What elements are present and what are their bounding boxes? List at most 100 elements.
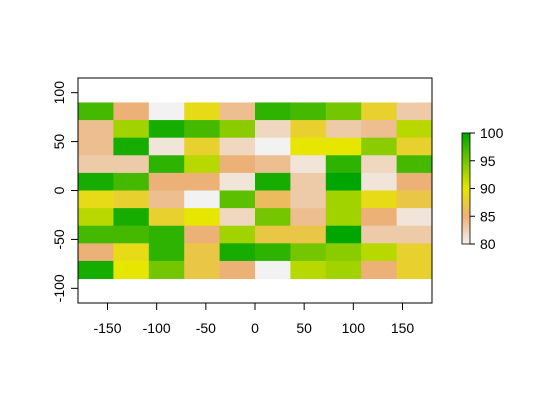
cell (78, 155, 114, 174)
y-tick-label: 0 (51, 186, 67, 194)
legend-tick-label: 90 (480, 181, 496, 197)
x-tick-label: 150 (391, 320, 415, 336)
cell (325, 120, 362, 139)
legend-bar (461, 132, 471, 245)
cell (396, 190, 433, 209)
cell (325, 137, 362, 156)
cell (255, 208, 291, 227)
cell (255, 225, 291, 244)
cell (361, 172, 398, 191)
cell (113, 120, 150, 139)
cell (78, 137, 114, 156)
cell (290, 260, 327, 280)
cell (255, 120, 291, 139)
cell (325, 102, 362, 121)
cell (290, 120, 327, 139)
x-tick-label: -50 (196, 320, 216, 336)
cell (396, 155, 433, 174)
cell (184, 225, 221, 244)
cell (396, 225, 433, 244)
cell (290, 137, 327, 156)
cell (219, 102, 256, 121)
cell (113, 190, 150, 209)
cell (113, 243, 150, 262)
cell (219, 137, 256, 156)
cell (290, 172, 327, 191)
cell (148, 155, 185, 174)
cell (290, 102, 327, 121)
cell (219, 243, 256, 262)
cell (219, 120, 256, 139)
cell (396, 120, 433, 139)
y-tick-label: -100 (51, 274, 67, 302)
cell (184, 172, 221, 191)
cell (290, 190, 327, 209)
x-tick-label: 100 (342, 320, 366, 336)
cell (184, 137, 221, 156)
cell (396, 260, 433, 280)
cell (290, 208, 327, 227)
cell (78, 208, 114, 227)
cell (255, 137, 291, 156)
cell (78, 243, 114, 262)
cell (255, 190, 291, 209)
cell (325, 243, 362, 262)
cell (113, 137, 150, 156)
cell (325, 190, 362, 209)
cell (325, 260, 362, 280)
x-tick-label: -100 (143, 320, 171, 336)
cell (325, 172, 362, 191)
cell (255, 172, 291, 191)
cell (396, 102, 433, 121)
cell (184, 243, 221, 262)
cell (148, 208, 185, 227)
cell (361, 155, 398, 174)
cell (361, 120, 398, 139)
cell (396, 137, 433, 156)
cell (325, 225, 362, 244)
legend-tick-label: 95 (480, 153, 496, 169)
cell (184, 102, 221, 121)
x-tick-label: 0 (251, 320, 259, 336)
cell (290, 243, 327, 262)
cell (219, 260, 256, 280)
cell (325, 155, 362, 174)
cell (113, 225, 150, 244)
cell (78, 172, 114, 191)
cell (184, 155, 221, 174)
cell (148, 137, 185, 156)
legend-tick-label: 100 (480, 125, 504, 141)
cell (325, 208, 362, 227)
cell (184, 190, 221, 209)
cell (361, 243, 398, 262)
cell (396, 208, 433, 227)
cell (361, 225, 398, 244)
cell (148, 260, 185, 280)
legend-tick-label: 85 (480, 208, 496, 224)
cell (290, 225, 327, 244)
cell (113, 208, 150, 227)
cell (361, 137, 398, 156)
cell (396, 172, 433, 191)
cell (255, 260, 291, 280)
cell (148, 120, 185, 139)
cell (219, 172, 256, 191)
cell (219, 208, 256, 227)
cell (361, 190, 398, 209)
cell (78, 260, 114, 280)
cell (255, 102, 291, 121)
cell (361, 208, 398, 227)
cell (396, 243, 433, 262)
cell (113, 155, 150, 174)
legend-tick-label: 80 (480, 236, 496, 252)
cell (148, 102, 185, 121)
cell (113, 260, 150, 280)
cell (255, 155, 291, 174)
cell (78, 102, 114, 121)
cell (219, 155, 256, 174)
cell (184, 260, 221, 280)
cell (148, 243, 185, 262)
cell (255, 243, 291, 262)
y-tick-label: 100 (51, 81, 67, 105)
